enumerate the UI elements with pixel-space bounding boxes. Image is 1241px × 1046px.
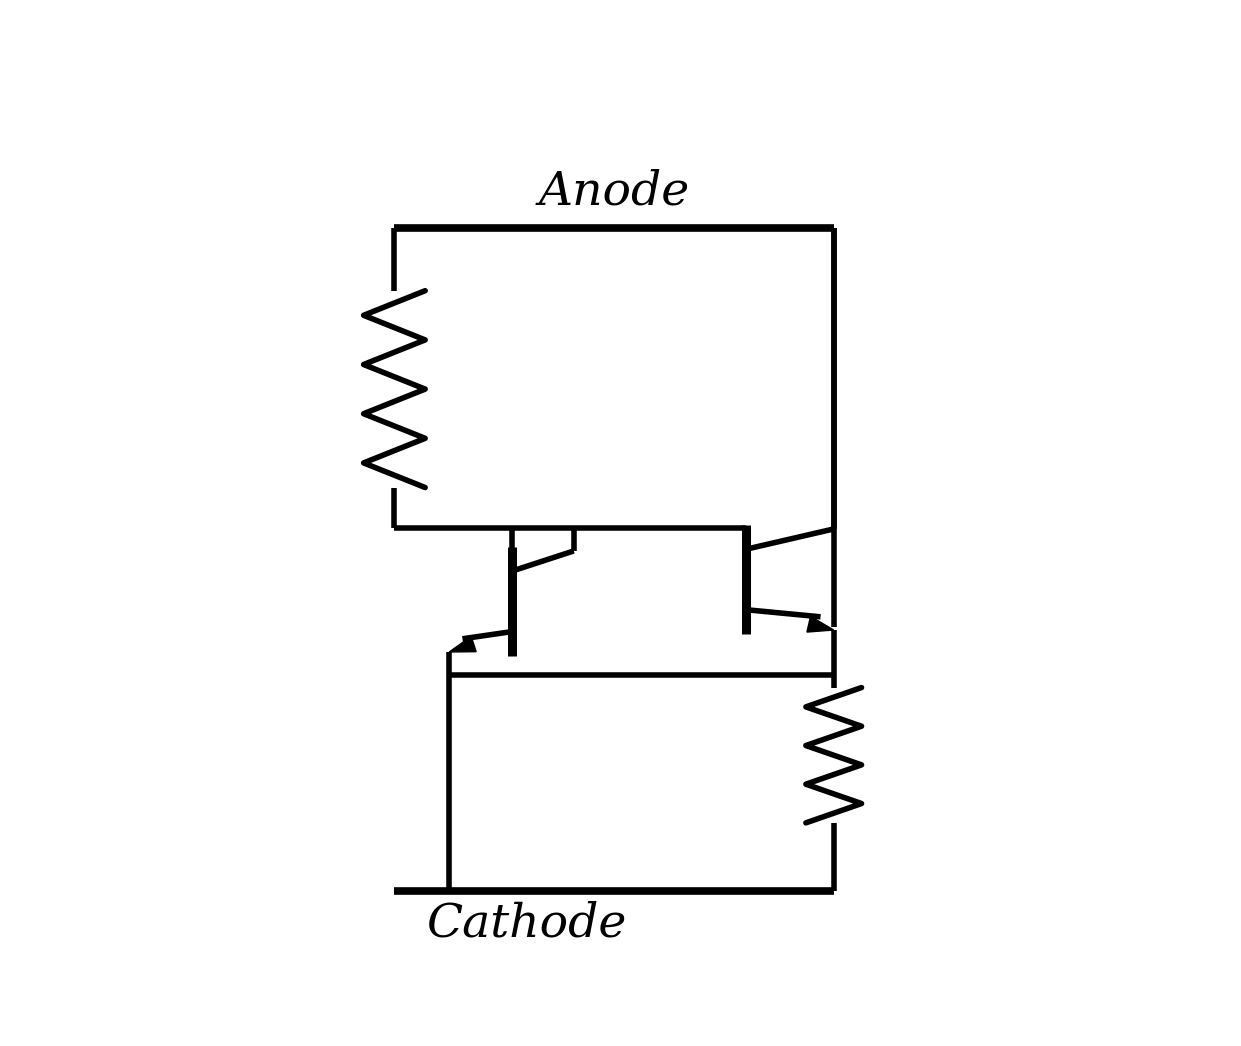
Text: Anode: Anode [539,169,690,214]
Text: Cathode: Cathode [426,902,627,947]
Polygon shape [807,616,834,632]
Polygon shape [449,636,477,652]
